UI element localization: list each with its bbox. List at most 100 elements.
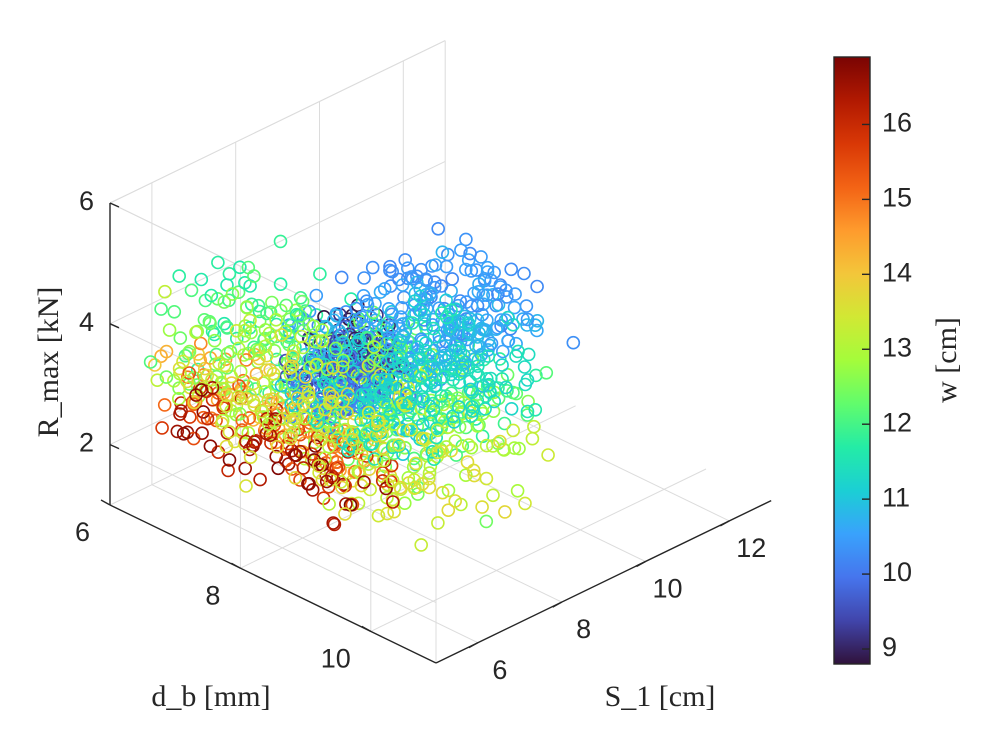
scatter-point (425, 444, 440, 459)
box-edge (109, 40, 446, 204)
colorbar-tick-label: 15 (882, 183, 912, 213)
scatter-point (172, 381, 186, 396)
scatter-point (385, 440, 400, 455)
scatter-point (501, 310, 515, 325)
scatter-point (396, 423, 411, 438)
scatter-point (357, 475, 371, 489)
scatter-point (258, 339, 273, 354)
scatter-point (300, 424, 315, 438)
scatter-point (458, 262, 473, 277)
scatter-point (520, 312, 535, 327)
scatter-point (504, 262, 519, 277)
x-axis-label: S_1 [cm] (605, 680, 716, 713)
scatter-point (445, 409, 460, 424)
grid-line (109, 444, 437, 604)
scatter-point (435, 245, 450, 259)
scatter-point (508, 287, 522, 301)
scatter-point (445, 272, 460, 286)
scatter-point (173, 366, 187, 381)
tick-labels: 6 8 10 12 6 8 10 2 4 6 (75, 186, 766, 685)
scatter-point (310, 415, 325, 430)
scatter-point (261, 417, 276, 432)
scatter-point (182, 344, 197, 359)
colorbar-gradient (833, 56, 871, 665)
scatter-point (395, 356, 410, 371)
scatter-point (375, 386, 389, 401)
scatter-point (173, 331, 188, 345)
scatter-point (281, 457, 296, 471)
scatter-point (233, 364, 248, 379)
z-tick-mark (109, 323, 120, 329)
scatter-point (289, 307, 304, 322)
scatter-point (326, 313, 341, 328)
scatter-point (361, 405, 376, 420)
scatter-point (468, 366, 483, 380)
scatter-point (198, 361, 212, 376)
scatter-point (385, 473, 400, 488)
scatter-point (395, 278, 410, 292)
scatter-point (222, 453, 237, 467)
scatter-point (312, 465, 326, 480)
scatter-point (469, 339, 483, 353)
z-tick-label: 4 (79, 307, 94, 337)
x-tick-label: 8 (576, 614, 591, 644)
scatter-point (240, 300, 254, 314)
scatter-point (334, 270, 349, 285)
scatter-point (494, 313, 509, 327)
scatter-point (461, 253, 476, 267)
scatter-point (454, 243, 468, 257)
scatter-point (383, 407, 398, 421)
scatter-point (380, 506, 395, 521)
scatter-point (423, 459, 438, 473)
scatter-point (386, 495, 400, 509)
scatter-point (335, 327, 349, 342)
scatter-point (493, 434, 507, 449)
scatter-point (158, 284, 172, 299)
scatter-point (464, 409, 479, 423)
x-tick-mark (636, 560, 646, 568)
scatter-point (278, 324, 293, 339)
scatter-point (519, 299, 534, 313)
scatter-point (507, 441, 522, 455)
scatter-point (283, 431, 298, 446)
scatter-point (396, 397, 411, 411)
scatter-point (180, 374, 194, 389)
scatter-point (480, 265, 495, 279)
scatter-point (415, 431, 430, 446)
scatter-point (362, 392, 376, 407)
scatter-point (194, 272, 209, 287)
scatter-point (495, 358, 509, 372)
x-axis-line (435, 499, 772, 664)
scatter-point (431, 516, 445, 530)
scatter-point (315, 323, 329, 337)
x-tick-label: 10 (652, 574, 682, 604)
scatter-point (319, 474, 334, 489)
scatter-point (566, 335, 581, 350)
scatter-point (309, 357, 324, 372)
scatter-point (414, 304, 428, 318)
scatter-point (470, 419, 485, 433)
scatter-point (231, 285, 246, 300)
scatter-point (376, 319, 391, 334)
scatter-point (392, 335, 406, 350)
scatter-point (211, 255, 225, 270)
scatter-point (476, 297, 491, 312)
scatter-point (506, 423, 521, 438)
scatter-point (195, 426, 209, 441)
scatter-point (398, 323, 413, 338)
scatter-point (443, 393, 458, 407)
z-tick-label: 6 (79, 186, 94, 216)
scatter-point (338, 422, 353, 437)
scatter-point (422, 466, 437, 480)
scatter-point (497, 416, 512, 431)
scatter-point (239, 391, 254, 406)
scatter-point (251, 343, 266, 358)
scatter-point (327, 415, 341, 430)
scatter-point (434, 306, 449, 320)
scatter-point (394, 300, 409, 315)
y-tick-mark (361, 625, 372, 633)
scatter-point (340, 405, 354, 420)
scatter-point (459, 232, 473, 247)
scatter-point (484, 273, 498, 288)
scatter-point (294, 329, 309, 344)
